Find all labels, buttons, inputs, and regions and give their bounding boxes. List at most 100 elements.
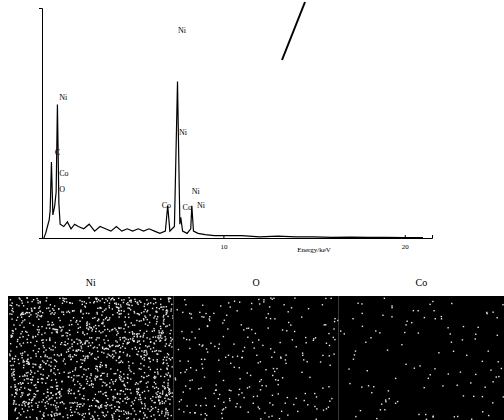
map-dot (95, 358, 96, 359)
map-dot (10, 343, 11, 344)
map-dot (82, 331, 83, 332)
map-dot (313, 338, 314, 339)
map-dot (11, 373, 12, 374)
map-dot (59, 393, 60, 394)
map-dot (105, 395, 106, 396)
map-dot (94, 411, 95, 412)
map-dot (28, 406, 29, 407)
map-dot (145, 405, 146, 406)
map-dot (159, 337, 160, 338)
map-dot (471, 418, 472, 419)
map-dot (125, 324, 126, 325)
map-dot (22, 376, 23, 377)
map-dot (220, 305, 221, 306)
map-dot (73, 375, 74, 376)
map-dot (21, 316, 22, 317)
map-dot (49, 324, 50, 325)
map-dot (77, 332, 78, 333)
map-dot (38, 329, 39, 330)
map-dot (136, 302, 137, 303)
map-dot (71, 339, 72, 340)
map-dot (142, 392, 143, 393)
map-dot (106, 356, 107, 357)
map-dot (55, 379, 56, 380)
map-dot (75, 367, 76, 368)
map-dot (105, 408, 106, 409)
map-dot (280, 356, 281, 357)
map-dot (79, 300, 80, 301)
map-dot (84, 334, 85, 335)
map-dot (498, 376, 499, 377)
map-dot (156, 353, 157, 354)
map-dot (113, 373, 114, 374)
map-dot (322, 387, 323, 388)
map-dot (12, 357, 13, 358)
map-dot (28, 362, 29, 363)
map-dot (67, 343, 68, 344)
map-dot (89, 412, 90, 413)
map-dot (260, 389, 261, 390)
map-panel (8, 296, 174, 420)
map-dot (64, 358, 65, 359)
map-dot (164, 336, 165, 337)
map-dot (95, 406, 96, 407)
map-dot (158, 388, 159, 389)
map-dot (251, 308, 252, 309)
map-dot (13, 330, 14, 331)
map-dot (251, 303, 252, 304)
map-dot (50, 386, 51, 387)
map-dot (14, 400, 15, 401)
map-dot (238, 394, 239, 395)
y-axis (39, 9, 43, 239)
map-dot (34, 385, 35, 386)
map-dot (492, 402, 493, 403)
map-dot (23, 342, 24, 343)
map-dot (149, 411, 150, 412)
map-dot (29, 312, 30, 313)
map-dot (36, 417, 37, 418)
map-dot (79, 394, 80, 395)
map-dot (141, 312, 142, 313)
map-dot (463, 395, 464, 396)
map-dot (163, 323, 164, 324)
map-dot (170, 310, 171, 311)
map-dot (165, 412, 166, 413)
map-dot (112, 418, 113, 419)
map-dot (120, 313, 121, 314)
map-dot (84, 306, 85, 307)
map-dot (122, 346, 123, 347)
map-dot (27, 394, 28, 395)
map-dot (162, 401, 163, 402)
map-dot (40, 356, 41, 357)
map-dot (52, 395, 53, 396)
map-dot (31, 382, 32, 383)
map-dot (12, 365, 13, 366)
map-dot (96, 312, 97, 313)
map-dot (204, 376, 205, 377)
map-dot (322, 355, 323, 356)
map-dot (295, 398, 296, 399)
map-dot (56, 393, 57, 394)
map-dot (477, 327, 478, 328)
map-dot (143, 311, 144, 312)
map-dot (200, 405, 201, 406)
map-dot (134, 325, 135, 326)
map-dot (243, 329, 244, 330)
map-dot (259, 408, 260, 409)
map-dot (158, 335, 159, 336)
map-dot (210, 343, 211, 344)
map-dot (65, 408, 66, 409)
map-dot (104, 382, 105, 383)
map-dot (207, 351, 208, 352)
map-dot (46, 327, 47, 328)
map-dot (125, 398, 126, 399)
map-dot (285, 363, 286, 364)
map-dot (42, 312, 43, 313)
map-dot (154, 351, 155, 352)
map-dot (156, 311, 157, 312)
map-dot (58, 392, 59, 393)
map-dot (140, 381, 141, 382)
map-dot (111, 379, 112, 380)
map-dot (86, 313, 87, 314)
map-dot (154, 376, 155, 377)
